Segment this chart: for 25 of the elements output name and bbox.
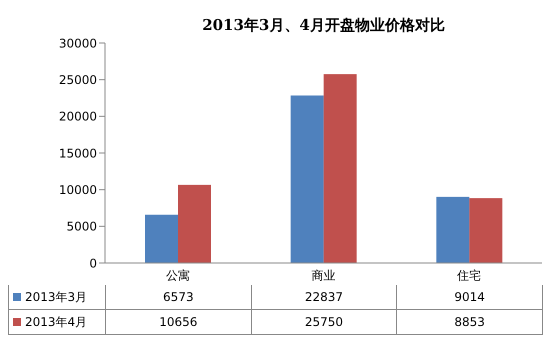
y-tick-label: 15000 <box>58 146 97 160</box>
x-tick-label: 住宅 <box>456 268 482 283</box>
data-label: 22837 <box>252 285 398 309</box>
x-tick-label: 商业 <box>312 268 336 283</box>
data-label: 8853 <box>397 310 543 334</box>
y-tick-label: 10000 <box>58 182 97 197</box>
legend-label: 2013年4月 <box>25 314 88 330</box>
data-label: 6573 <box>106 285 252 309</box>
y-tick-label: 25000 <box>58 72 97 87</box>
bar <box>469 198 502 263</box>
bar <box>290 96 324 263</box>
bar <box>324 74 357 263</box>
bar <box>145 214 178 263</box>
x-tick-label: 公寓 <box>166 268 190 283</box>
y-tick-label: 30000 <box>58 36 97 50</box>
y-tick-label: 20000 <box>58 110 97 124</box>
y-tick-label: 0 <box>89 256 97 270</box>
bar <box>436 196 470 263</box>
bar <box>178 184 211 263</box>
data-label: 10656 <box>106 310 252 334</box>
data-label: 25750 <box>252 310 398 334</box>
chart-title: 2013年3月、4月开盘物业价格对比 <box>201 16 446 35</box>
y-tick-label: 5000 <box>66 220 97 234</box>
data-label: 9014 <box>397 285 543 309</box>
legend-label: 2013年3月 <box>25 288 88 306</box>
